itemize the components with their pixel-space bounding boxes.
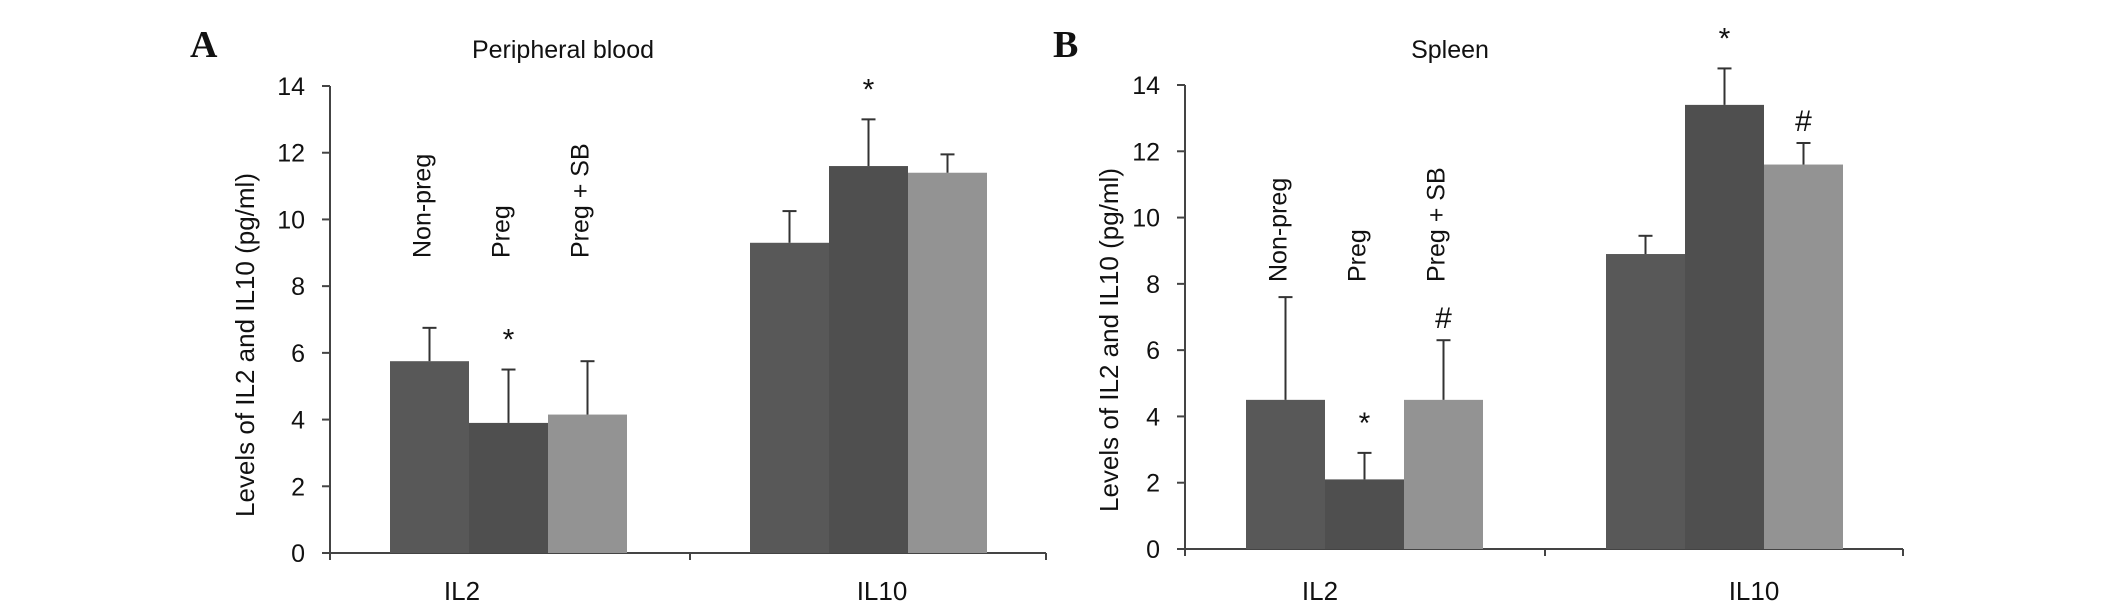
series-label: Non-preg — [409, 154, 437, 258]
bar — [750, 242, 829, 553]
y-tick-label: 2 — [1146, 470, 1160, 498]
chart-title-a: Peripheral blood — [472, 36, 654, 64]
y-tick-label: 0 — [1146, 536, 1160, 564]
y-tick-label: 14 — [277, 73, 305, 101]
y-tick-label: 4 — [291, 407, 305, 435]
y-tick-label: 8 — [291, 273, 305, 301]
x-category-label: IL2 — [1302, 576, 1338, 606]
y-tick-label: 14 — [1132, 72, 1160, 100]
y-tick-label: 8 — [1146, 271, 1160, 299]
series-label: Preg — [1344, 229, 1372, 282]
bar — [908, 172, 987, 553]
x-category-label: IL2 — [444, 576, 480, 606]
significance-mark: # — [1795, 105, 1812, 138]
significance-mark: * — [863, 73, 875, 106]
series-label: Preg + SB — [567, 143, 595, 258]
bar — [1404, 399, 1483, 549]
series-label: Preg + SB — [1423, 167, 1451, 282]
x-category-label: IL10 — [1729, 576, 1780, 606]
bars-a: * * Non-preg Preg Preg + SB — [390, 73, 987, 554]
y-tick-label: 12 — [1132, 138, 1160, 166]
bar — [1764, 164, 1843, 550]
bar — [1606, 254, 1685, 549]
series-label: Non-preg — [1265, 178, 1293, 282]
y-tick-label: 2 — [291, 473, 305, 501]
y-tick-label: 10 — [277, 206, 305, 234]
bars-b: * # * # Non-preg Preg Preg + SB — [1246, 22, 1843, 550]
y-tick-label: 10 — [1132, 205, 1160, 233]
significance-mark: * — [1719, 22, 1731, 55]
y-axis-label-a: Levels of IL2 and IL10 (pg/ml) — [230, 173, 260, 517]
y-tick-label: 6 — [291, 340, 305, 368]
y-tick-label: 0 — [291, 540, 305, 568]
panel-letter-a: A — [190, 24, 218, 66]
y-tick-label: 12 — [277, 140, 305, 168]
bar — [390, 361, 469, 553]
bar — [1246, 399, 1325, 549]
panel-b: B Spleen Levels of IL2 and IL10 (pg/ml) … — [1053, 22, 1904, 606]
bar — [1685, 104, 1764, 549]
y-tick-label: 4 — [1146, 403, 1160, 431]
bar — [469, 422, 548, 553]
bar — [829, 166, 908, 554]
y-axis-label-b: Levels of IL2 and IL10 (pg/ml) — [1094, 168, 1124, 512]
x-category-label: IL10 — [857, 576, 908, 606]
panel-letter-b: B — [1053, 24, 1078, 66]
significance-mark: * — [1359, 407, 1371, 440]
panel-a: A Peripheral blood Levels of IL2 and IL1… — [190, 24, 1047, 606]
chart-title-b: Spleen — [1411, 36, 1489, 64]
significance-mark: # — [1435, 302, 1452, 335]
significance-mark: * — [503, 324, 515, 357]
bar — [548, 414, 627, 553]
bar — [1325, 479, 1404, 549]
y-tick-label: 6 — [1146, 337, 1160, 365]
series-label: Preg — [488, 205, 516, 258]
